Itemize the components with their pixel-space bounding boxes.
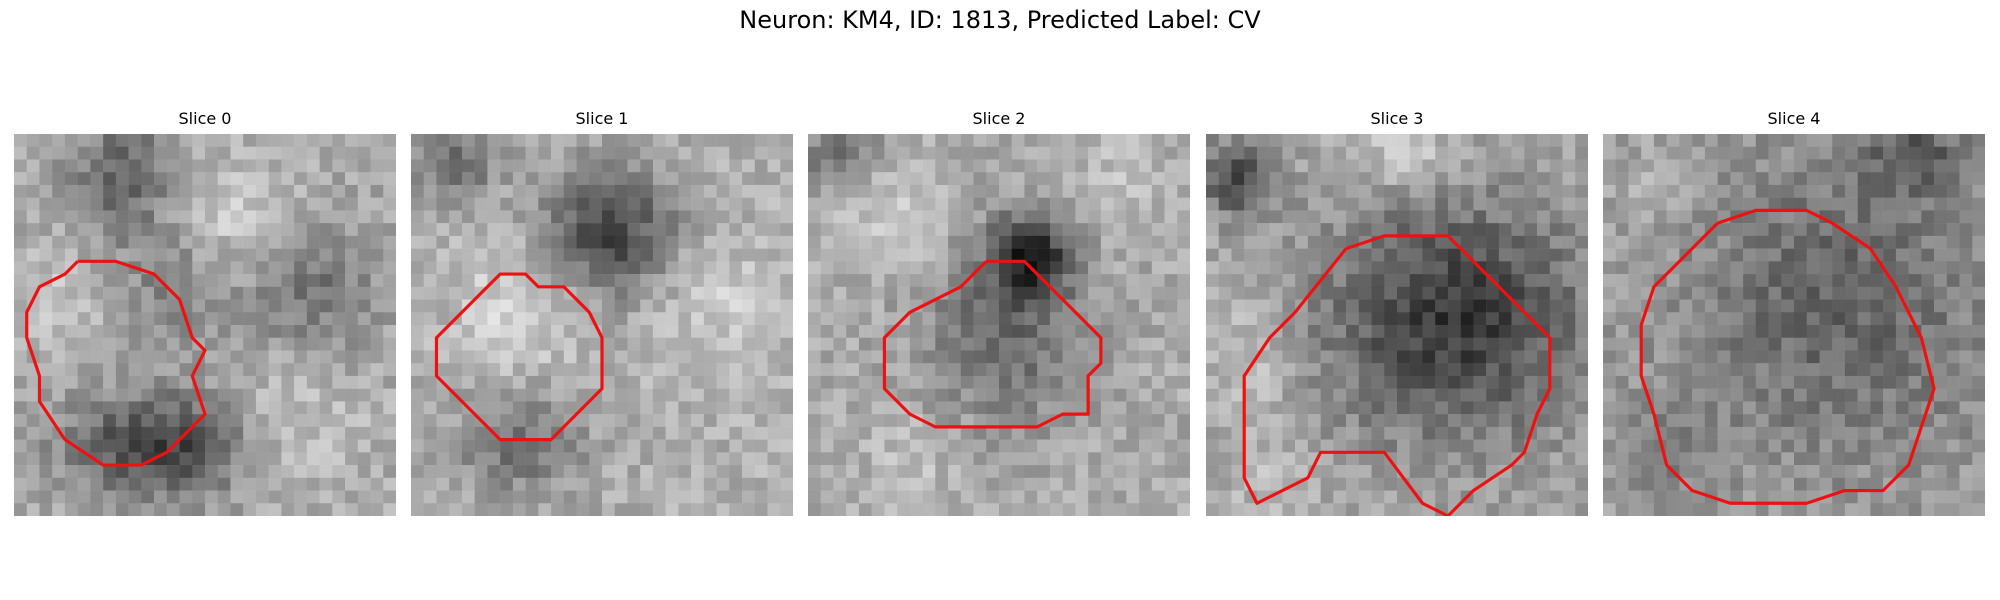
slice-image-1 — [411, 134, 793, 516]
slice-title-3: Slice 3 — [1370, 109, 1424, 128]
slice-image-4 — [1603, 134, 1985, 516]
slice-panel-0: Slice 0 — [14, 108, 396, 516]
slice-image-0 — [14, 134, 396, 516]
slice-panel-3: Slice 3 — [1206, 108, 1588, 516]
slice-panel-4: Slice 4 — [1603, 108, 1985, 516]
contour-line-4 — [1639, 208, 1936, 505]
slice-title-1: Slice 1 — [575, 109, 629, 128]
figure-title: Neuron: KM4, ID: 1813, Predicted Label: … — [739, 6, 1261, 34]
slice-image-3 — [1206, 134, 1588, 516]
slice-panel-1: Slice 1 — [411, 108, 793, 516]
slice-image-2 — [808, 134, 1190, 516]
slice-panel-2: Slice 2 — [808, 108, 1190, 516]
slice-title-0: Slice 0 — [178, 109, 232, 128]
slice-title-4: Slice 4 — [1767, 109, 1821, 128]
contour-line-2 — [882, 259, 1103, 429]
contour-line-3 — [1242, 234, 1552, 516]
contour-line-0 — [25, 259, 207, 467]
slice-title-2: Slice 2 — [972, 109, 1026, 128]
contour-line-1 — [434, 272, 604, 442]
